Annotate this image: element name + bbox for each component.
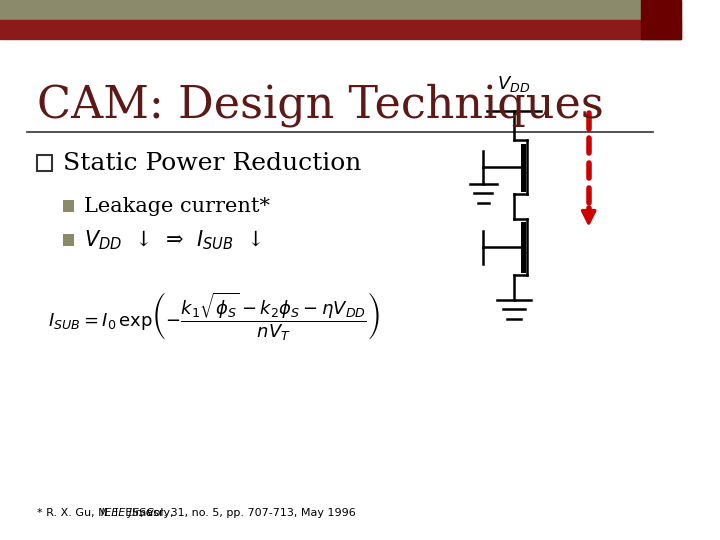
Text: $I_{SUB} = I_0 \, \exp\!\left(-\dfrac{k_1\sqrt{\phi_S} - k_2\phi_S - \eta V_{DD}: $I_{SUB} = I_0 \, \exp\!\left(-\dfrac{k_… xyxy=(48,290,379,342)
Text: $V_{DD}$  ↓  ⇒  $I_{SUB}$  ↓: $V_{DD}$ ↓ ⇒ $I_{SUB}$ ↓ xyxy=(84,228,261,252)
Bar xyxy=(63,200,74,212)
Text: * R. X. Gu, M. I. Elmasry,: * R. X. Gu, M. I. Elmasry, xyxy=(37,508,178,518)
Text: IEEE JSSC: IEEE JSSC xyxy=(101,508,153,518)
Text: $V_{DD}$: $V_{DD}$ xyxy=(498,75,531,94)
Bar xyxy=(0,20,680,39)
Bar xyxy=(37,155,53,171)
Bar xyxy=(0,0,680,22)
Text: Leakage current*: Leakage current* xyxy=(84,197,271,216)
Text: Static Power Reduction: Static Power Reduction xyxy=(63,152,361,174)
Text: , vol. 31, no. 5, pp. 707-713, May 1996: , vol. 31, no. 5, pp. 707-713, May 1996 xyxy=(140,508,355,518)
Text: CAM: Design Techniques: CAM: Design Techniques xyxy=(37,84,604,127)
Bar xyxy=(63,234,74,246)
Bar xyxy=(641,0,680,39)
